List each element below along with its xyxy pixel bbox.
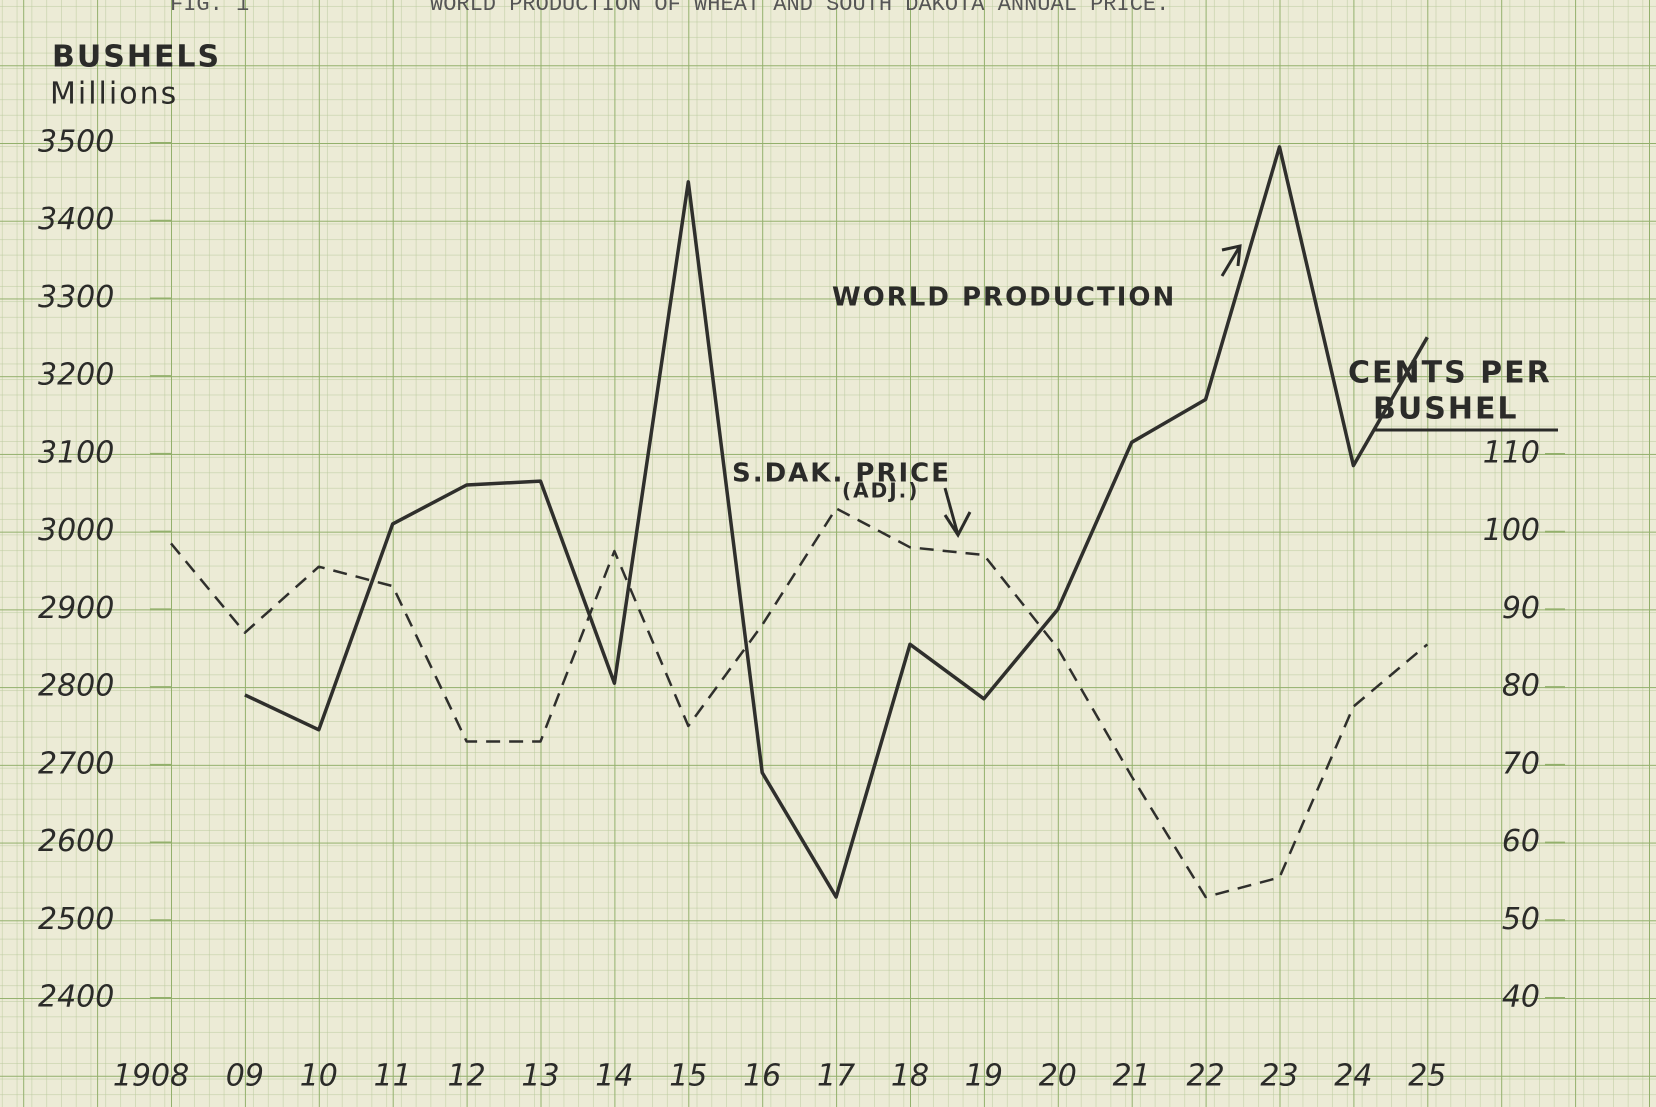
- chart: FIG. 1 WORLD PRODUCTION OF WHEAT AND SOU…: [0, 0, 1656, 1107]
- y-tick-label: 3300: [38, 280, 114, 315]
- y2-tick-label: 110: [1483, 436, 1540, 471]
- y-tick-label: 2400: [38, 980, 114, 1015]
- y2-tick-label: 70: [1502, 746, 1540, 781]
- y-tick-label: 2800: [38, 669, 114, 704]
- x-tick-label: 24: [1334, 1059, 1372, 1094]
- x-tick-label: 13: [521, 1059, 559, 1094]
- y2-tick-label: 100: [1483, 513, 1540, 548]
- y-axis-unit: Millions: [50, 77, 178, 112]
- x-tick-label: 18: [891, 1059, 929, 1094]
- y-tick-label: 2900: [38, 591, 114, 626]
- x-tick-label: 12: [448, 1059, 486, 1094]
- x-tick-label: 15: [669, 1059, 707, 1094]
- y-tick-label: 3500: [38, 125, 114, 160]
- graph-paper: [0, 0, 1656, 1107]
- y-tick-label: 3000: [38, 513, 114, 548]
- x-tick-label: 22: [1187, 1059, 1225, 1094]
- x-tick-label: 10: [300, 1059, 338, 1094]
- x-tick-label: 21: [1113, 1059, 1151, 1094]
- y-tick-label: 2600: [38, 824, 114, 859]
- x-tick-label: 11: [374, 1059, 412, 1094]
- y-tick-label: 3400: [38, 202, 114, 237]
- y2-tick-label: 80: [1502, 669, 1540, 704]
- chart-title: WORLD PRODUCTION OF WHEAT AND SOUTH DAKO…: [430, 0, 1169, 17]
- x-tick-label: 09: [226, 1059, 264, 1094]
- x-tick-label: 16: [743, 1059, 781, 1094]
- y2-axis-title: CENTS PER: [1348, 356, 1552, 391]
- y-tick-label: 3100: [38, 435, 114, 470]
- y-tick-label: 2500: [38, 902, 114, 937]
- x-tick-label: 23: [1260, 1059, 1298, 1094]
- x-tick-label: 19: [965, 1059, 1003, 1094]
- fig-label: FIG. 1: [170, 0, 249, 17]
- y2-tick-label: 50: [1502, 902, 1540, 937]
- y-tick-label: 3200: [38, 358, 114, 393]
- y2-tick-label: 60: [1502, 824, 1540, 859]
- x-tick-label: 14: [595, 1059, 633, 1094]
- price-note: (ADJ.): [842, 479, 919, 503]
- x-tick-label: 25: [1408, 1059, 1446, 1094]
- y-tick-label: 2700: [38, 746, 114, 781]
- series-label: WORLD PRODUCTION: [832, 283, 1176, 313]
- x-tick-label: 1908: [113, 1059, 189, 1094]
- y2-tick-label: 90: [1502, 591, 1540, 626]
- x-tick-label: 20: [1039, 1059, 1077, 1094]
- y2-tick-label: 40: [1502, 980, 1540, 1015]
- y-axis-title: BUSHELS: [52, 40, 221, 75]
- x-tick-label: 17: [817, 1059, 855, 1094]
